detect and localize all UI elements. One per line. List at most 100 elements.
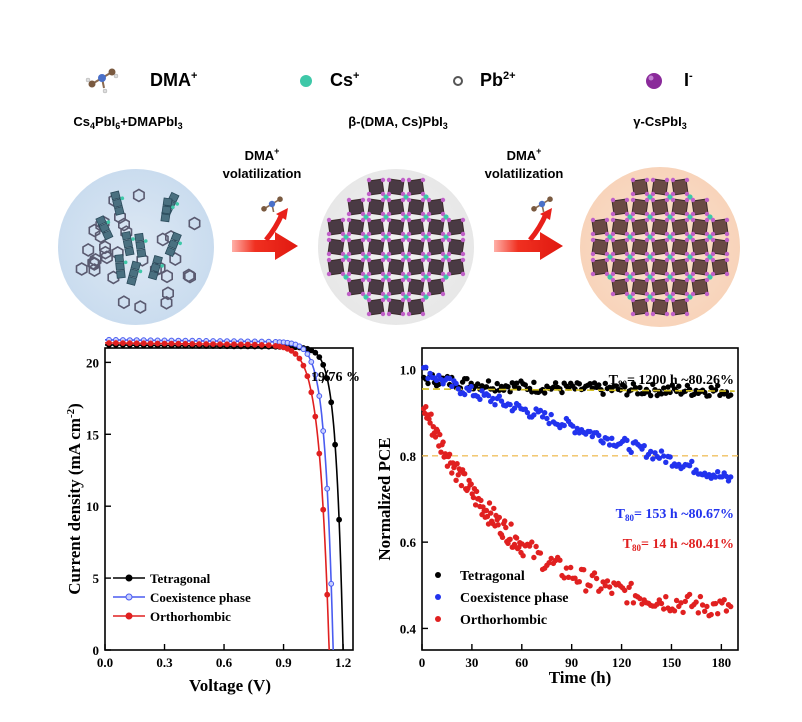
stab-point	[622, 384, 628, 390]
stab-point	[587, 583, 593, 589]
jv-point	[308, 389, 315, 396]
cs-site	[667, 274, 673, 280]
cs-site	[647, 294, 653, 300]
octahedron	[631, 258, 649, 276]
stab-point	[531, 554, 537, 561]
cs-site	[383, 214, 389, 220]
stab-point	[665, 384, 671, 390]
cs-site	[363, 294, 369, 300]
stab-point	[600, 391, 606, 397]
cs-site	[363, 254, 369, 260]
stab-point	[483, 384, 490, 390]
cs-site	[627, 214, 633, 220]
phase3-circle	[580, 167, 740, 327]
hexagon-unit	[99, 245, 112, 260]
jv-ytick-label: 20	[86, 355, 99, 370]
phase3-label: γ-CsPbI3	[633, 114, 686, 131]
stab-point	[663, 390, 669, 396]
stab-point	[661, 385, 667, 391]
octahedron	[407, 218, 425, 236]
stab-point	[693, 467, 699, 473]
stab-point	[508, 521, 514, 527]
stab-legend-label: Orthorhombic	[460, 613, 547, 628]
stab-xtick-label: 150	[662, 655, 682, 670]
stab-point	[437, 431, 443, 438]
hexagon-unit	[117, 295, 130, 310]
t80-orthorhombic: T80= 14 h ~80.41%	[623, 537, 734, 553]
stab-point	[491, 505, 497, 512]
cs-site	[363, 214, 369, 220]
jv-point	[182, 340, 189, 347]
octahedron	[611, 258, 629, 276]
stab-point	[557, 557, 563, 563]
octahedron	[387, 278, 405, 296]
stab-point	[458, 482, 465, 489]
stability-ylabel: Normalized PCE	[375, 437, 394, 560]
stab-xtick-label: 120	[612, 655, 632, 670]
stab-point	[591, 380, 598, 386]
jv-point	[304, 351, 311, 357]
stab-point	[606, 442, 613, 448]
stab-point	[462, 391, 468, 398]
stability-ticks: 0 30 60 90 120 150 180 0.4 0.6 0.8 1.0	[400, 363, 731, 670]
stab-point	[596, 432, 602, 439]
stab-point	[581, 567, 587, 573]
jv-point	[106, 340, 112, 346]
octahedron	[407, 238, 425, 256]
jv-point	[265, 342, 272, 349]
jv-point	[320, 428, 327, 434]
hexagon-unit	[75, 262, 88, 276]
cs-site	[403, 194, 409, 200]
jv-point	[316, 393, 323, 399]
stab-point	[648, 392, 654, 399]
cs-site	[687, 194, 693, 200]
stab-point	[550, 384, 557, 390]
octahedron	[347, 238, 365, 256]
octahedron	[611, 218, 629, 236]
stab-point	[455, 386, 461, 392]
jv-point	[300, 362, 307, 369]
cs-site	[423, 194, 429, 200]
stab-point	[548, 555, 554, 562]
arrow1-line1: DMA+	[245, 146, 280, 163]
t80-coexistence: T80= 153 h ~80.67%	[616, 507, 734, 523]
stab-point	[537, 550, 544, 556]
octahedron	[347, 278, 365, 296]
hexagon-unit	[132, 188, 145, 203]
jv-point	[324, 485, 331, 492]
octahedron	[387, 258, 405, 276]
stab-point	[587, 428, 593, 435]
cs-site	[403, 234, 409, 240]
stab-point	[712, 474, 719, 480]
stab-point	[658, 448, 665, 454]
octahedron	[407, 298, 425, 316]
stab-point	[563, 565, 570, 571]
jv-point	[316, 354, 323, 361]
stab-point	[663, 594, 669, 600]
jv-point	[154, 340, 161, 347]
stab-point	[436, 381, 442, 388]
stab-point	[542, 390, 548, 396]
cs-site	[403, 294, 409, 300]
jv-point	[196, 341, 203, 347]
stability-xlabel: Time (h)	[549, 668, 612, 687]
stab-point	[667, 454, 673, 460]
stab-point	[628, 449, 634, 455]
cs-site	[707, 234, 713, 240]
stab-point	[637, 595, 643, 602]
cs-site	[607, 254, 613, 260]
arrow1-line2: volatilization	[223, 166, 302, 181]
jv-point	[203, 341, 210, 347]
jv-legend-label: Orthorhombic	[150, 609, 231, 624]
stab-ytick-label: 0.4	[400, 621, 417, 636]
jv-point	[300, 346, 307, 353]
stab-point	[635, 391, 641, 397]
stab-point	[632, 385, 639, 391]
octahedron	[447, 218, 465, 236]
jv-point	[296, 343, 303, 350]
stab-point	[682, 388, 688, 394]
stab-point	[479, 388, 485, 394]
jv-point	[296, 355, 303, 362]
octahedron	[327, 238, 345, 256]
stab-point	[486, 500, 493, 506]
